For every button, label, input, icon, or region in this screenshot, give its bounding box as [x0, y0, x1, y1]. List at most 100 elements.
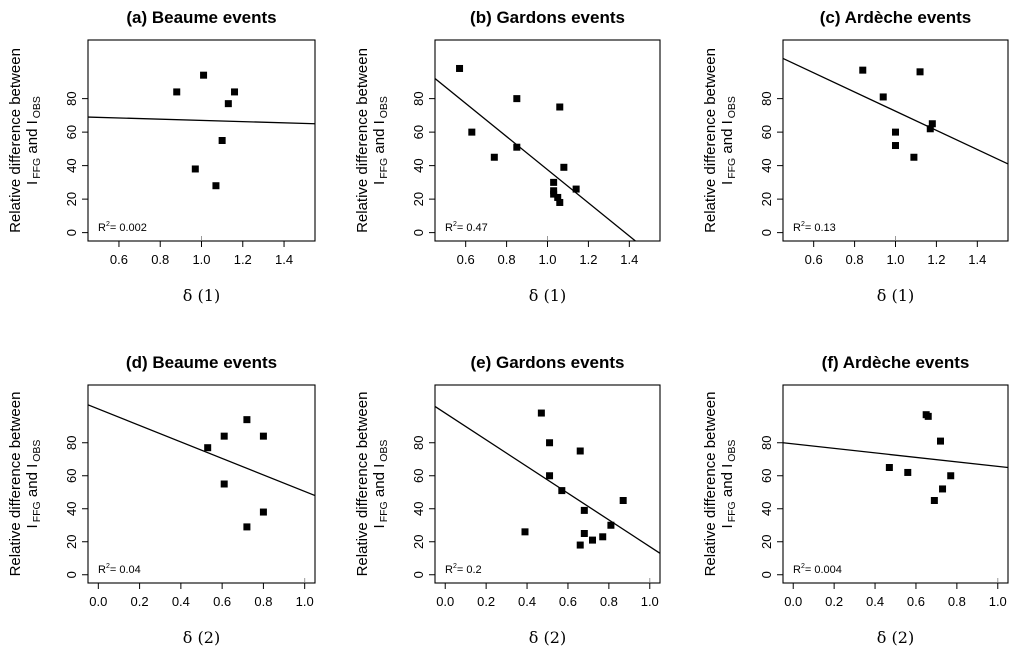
data-point: [916, 68, 924, 76]
data-point: [556, 103, 564, 111]
plot-frame: [87, 39, 316, 242]
panel-title: (a) Beaume events: [126, 8, 276, 27]
y-axis-label-line2: I FFG and I OBS: [24, 96, 43, 185]
data-point: [910, 153, 918, 161]
regression-line: [783, 57, 1008, 165]
y-tick-label: 40: [64, 158, 79, 172]
y-label-part: and: [719, 468, 736, 501]
y-axis-label-line1: Relative difference between: [702, 48, 719, 233]
y-tick-label: 80: [759, 91, 774, 105]
x-tick-label: 0.8: [600, 594, 618, 609]
data-point: [580, 530, 588, 537]
data-point: [550, 190, 558, 198]
x-tick-label: 1.0: [641, 594, 659, 609]
data-point: [550, 178, 558, 186]
data-point: [892, 142, 899, 150]
data-point: [513, 95, 521, 103]
data-point: [937, 437, 944, 445]
x-tick-label: 1.4: [968, 252, 986, 267]
panel-title: (d) Beaume events: [126, 353, 277, 372]
y-label-part: OBS: [726, 440, 738, 462]
data-point: [556, 198, 564, 206]
y-tick-label: 40: [411, 158, 426, 172]
x-tick-label: 1.4: [275, 252, 293, 267]
y-label-part: OBS: [31, 440, 43, 462]
y-tick-label: 60: [64, 125, 79, 139]
regression-line: [88, 116, 315, 125]
y-tick-label: 40: [759, 158, 774, 172]
plot-frame: [782, 384, 1009, 584]
data-point: [926, 125, 934, 133]
data-point: [191, 165, 199, 173]
panel-title: (f) Ardèche events: [822, 353, 970, 372]
x-tick-label: 0.0: [89, 594, 107, 609]
data-point: [546, 439, 554, 447]
y-label-part: OBS: [31, 96, 43, 118]
x-axis-label: δ (2): [877, 628, 914, 647]
y-tick-label: 20: [759, 535, 774, 549]
data-point: [243, 416, 251, 424]
y-axis-label-line1: Relative difference between: [7, 392, 24, 577]
r-squared-part: 2: [801, 221, 805, 228]
r-squared-part: = 0.13: [805, 222, 836, 234]
r-squared-part: 2: [106, 563, 110, 570]
x-tick-label: 0.4: [866, 594, 884, 609]
y-axis-label-line2: I FFG and I OBS: [24, 440, 43, 529]
y-tick-label: 0: [64, 571, 79, 578]
x-tick-label: 1.2: [234, 252, 252, 267]
r-squared-part: R: [445, 222, 453, 234]
r-squared-part: = 0.04: [110, 564, 141, 576]
data-point: [947, 472, 955, 480]
data-point: [521, 528, 529, 536]
y-tick-label: 0: [64, 229, 79, 236]
data-point: [580, 506, 588, 514]
y-label-part: I: [719, 524, 736, 528]
x-tick-label: 1.0: [989, 594, 1007, 609]
data-point: [892, 128, 899, 136]
y-axis-label-line2: I FFG and I OBS: [719, 440, 738, 529]
x-tick-label: 1.0: [192, 252, 210, 267]
data-point: [928, 120, 936, 128]
data-point: [513, 143, 521, 151]
panel-title: (c) Ardèche events: [820, 8, 971, 27]
y-label-part: FFG: [378, 158, 390, 179]
x-tick-label: 0.8: [498, 252, 516, 267]
y-label-part: FFG: [726, 501, 738, 522]
r-squared-part: = 0.004: [805, 564, 842, 576]
r-squared-label: R2= 0.04: [98, 563, 141, 576]
y-label-part: OBS: [378, 440, 390, 462]
y-tick-label: 20: [64, 535, 79, 549]
data-point: [456, 64, 464, 72]
y-label-part: FFG: [726, 158, 738, 179]
x-tick-label: 0.4: [172, 594, 190, 609]
y-label-part: I: [719, 181, 736, 185]
regression-line: [435, 405, 660, 554]
r-squared-part: 2: [453, 221, 457, 228]
data-point: [558, 487, 566, 495]
y-label-part: I: [719, 120, 736, 124]
y-tick-label: 80: [64, 91, 79, 105]
x-tick-label: 1.0: [886, 252, 904, 267]
data-point: [619, 497, 627, 504]
data-point: [231, 88, 239, 96]
y-label-part: I: [24, 181, 41, 185]
r-squared-part: R: [793, 564, 801, 576]
data-point: [885, 464, 893, 471]
y-tick-label: 60: [411, 125, 426, 139]
y-tick-label: 20: [411, 535, 426, 549]
r-squared-part: R: [98, 222, 106, 234]
data-point: [224, 100, 232, 108]
y-label-part: and: [24, 124, 41, 157]
data-point: [576, 541, 584, 549]
y-label-part: I: [719, 464, 736, 468]
y-label-part: and: [371, 468, 388, 501]
data-point: [554, 193, 562, 201]
x-tick-label: 0.8: [948, 594, 966, 609]
r-squared-part: R: [445, 564, 453, 576]
y-label-part: and: [719, 124, 736, 157]
data-point: [572, 185, 580, 193]
y-label-part: and: [371, 124, 388, 157]
panel-title: (b) Gardons events: [470, 8, 625, 27]
x-axis-label: δ (1): [183, 286, 220, 305]
